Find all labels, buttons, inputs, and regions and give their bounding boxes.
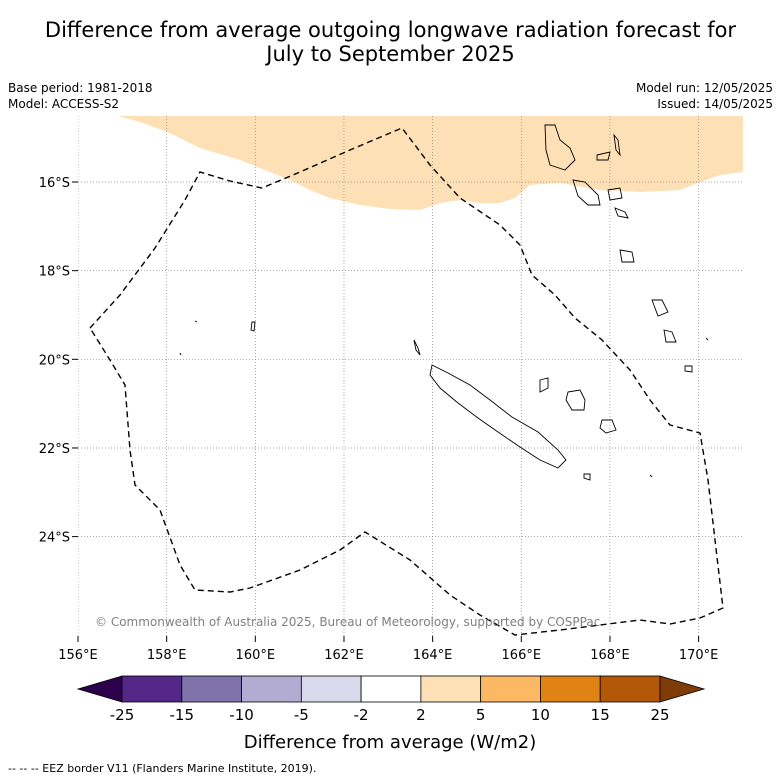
colorbar-tick-label: 5: [476, 706, 486, 724]
colorbar-extend-low: [76, 675, 123, 703]
x-tick-label: 156°E: [58, 648, 98, 663]
lifou-island: [565, 389, 586, 411]
maewo-island: [613, 133, 621, 157]
eez-legend-note: -- -- -- EEZ border V11 (Flanders Marine…: [8, 762, 317, 775]
colorbar-segment: [599, 675, 661, 703]
small-islet-3: [649, 474, 653, 478]
model-run: Model run: 12/05/2025: [635, 81, 773, 95]
colorbar-segment: [241, 675, 302, 703]
model-name: Model: ACCESS-S2: [8, 97, 120, 111]
small-islet-1: [194, 320, 198, 323]
x-tick-label: 158°E: [147, 648, 187, 663]
title-line-2: July to September 2025: [266, 42, 515, 66]
y-axis-ticks: 16°S 18°S 20°S 22°S 24°S: [39, 176, 78, 546]
y-tick-label: 22°S: [39, 442, 70, 457]
mare-island: [599, 419, 617, 434]
belep-islands: [413, 339, 421, 356]
colorbar-extend-high: [659, 675, 706, 703]
x-tick-label: 164°E: [413, 648, 453, 663]
x-tick-label: 162°E: [324, 648, 364, 663]
new-caledonia-island: [429, 364, 567, 469]
map-area: [78, 116, 743, 636]
colorbar-segment: [540, 675, 601, 703]
x-tick-label: 160°E: [236, 648, 276, 663]
coastlines: [179, 124, 709, 481]
colorbar-tick-label: -10: [229, 706, 254, 724]
colorbar-segment: [480, 675, 541, 703]
x-tick-label: 168°E: [590, 648, 630, 663]
colorbar-tick-label: 25: [650, 706, 669, 724]
anomaly-region-positive: [118, 116, 743, 210]
meta-right: Model run: 12/05/2025 Issued: 14/05/2025: [636, 80, 773, 112]
chart-title: Difference from average outgoing longwav…: [0, 18, 781, 66]
colorbar-tick-label: -25: [110, 706, 135, 724]
copyright-text: © Commonwealth of Australia 2025, Bureau…: [95, 615, 600, 629]
ouvea-island: [539, 377, 549, 393]
y-tick-label: 16°S: [39, 176, 70, 191]
y-tick-label: 24°S: [39, 531, 70, 546]
issued-date: Issued: 14/05/2025: [657, 97, 773, 111]
colorbar-tick-label: 10: [531, 706, 550, 724]
eez-border: [89, 127, 724, 636]
colorbar-segment: [360, 675, 422, 703]
efate-island: [619, 249, 635, 263]
epi-island: [614, 207, 629, 219]
erromango-island: [651, 299, 669, 317]
colorbar-label: Difference from average (W/m2): [244, 732, 536, 753]
colorbar-segment: [420, 675, 482, 703]
colorbar: -25 -15 -10 -5 -2 2 5 10 15 25: [76, 675, 706, 724]
colorbar-tick-label: -5: [294, 706, 309, 724]
y-tick-label: 20°S: [39, 353, 70, 368]
colorbar-tick-label: 2: [416, 706, 426, 724]
isle-of-pines: [583, 473, 591, 481]
colorbar-segment: [300, 675, 362, 703]
colorbar-tick-label: 15: [591, 706, 610, 724]
title-line-1: Difference from average outgoing longwav…: [44, 18, 737, 42]
malekula-island: [572, 179, 601, 206]
tanna-island: [663, 329, 677, 343]
pentecost-island: [607, 187, 623, 201]
meta-left: Base period: 1981-2018 Model: ACCESS-S2: [8, 80, 153, 112]
espiritu-santo-island: [544, 124, 576, 171]
colorbar-tick-label: -2: [354, 706, 369, 724]
x-axis-ticks: 156°E 158°E 160°E 162°E 164°E 166°E 168°E 170°E: [58, 636, 718, 663]
chesterfield-island: [250, 321, 256, 332]
small-islet-2: [179, 352, 182, 356]
y-tick-label: 18°S: [39, 265, 70, 280]
ambae-island: [596, 151, 611, 161]
colorbar-segment: [181, 675, 242, 703]
colorbar-segment: [121, 675, 183, 703]
x-tick-label: 170°E: [679, 648, 719, 663]
colorbar-tick-label: -15: [170, 706, 195, 724]
base-period: Base period: 1981-2018: [8, 81, 153, 95]
aneityum-island: [684, 365, 693, 373]
x-tick-label: 166°E: [502, 648, 542, 663]
small-islet-4: [705, 337, 709, 341]
